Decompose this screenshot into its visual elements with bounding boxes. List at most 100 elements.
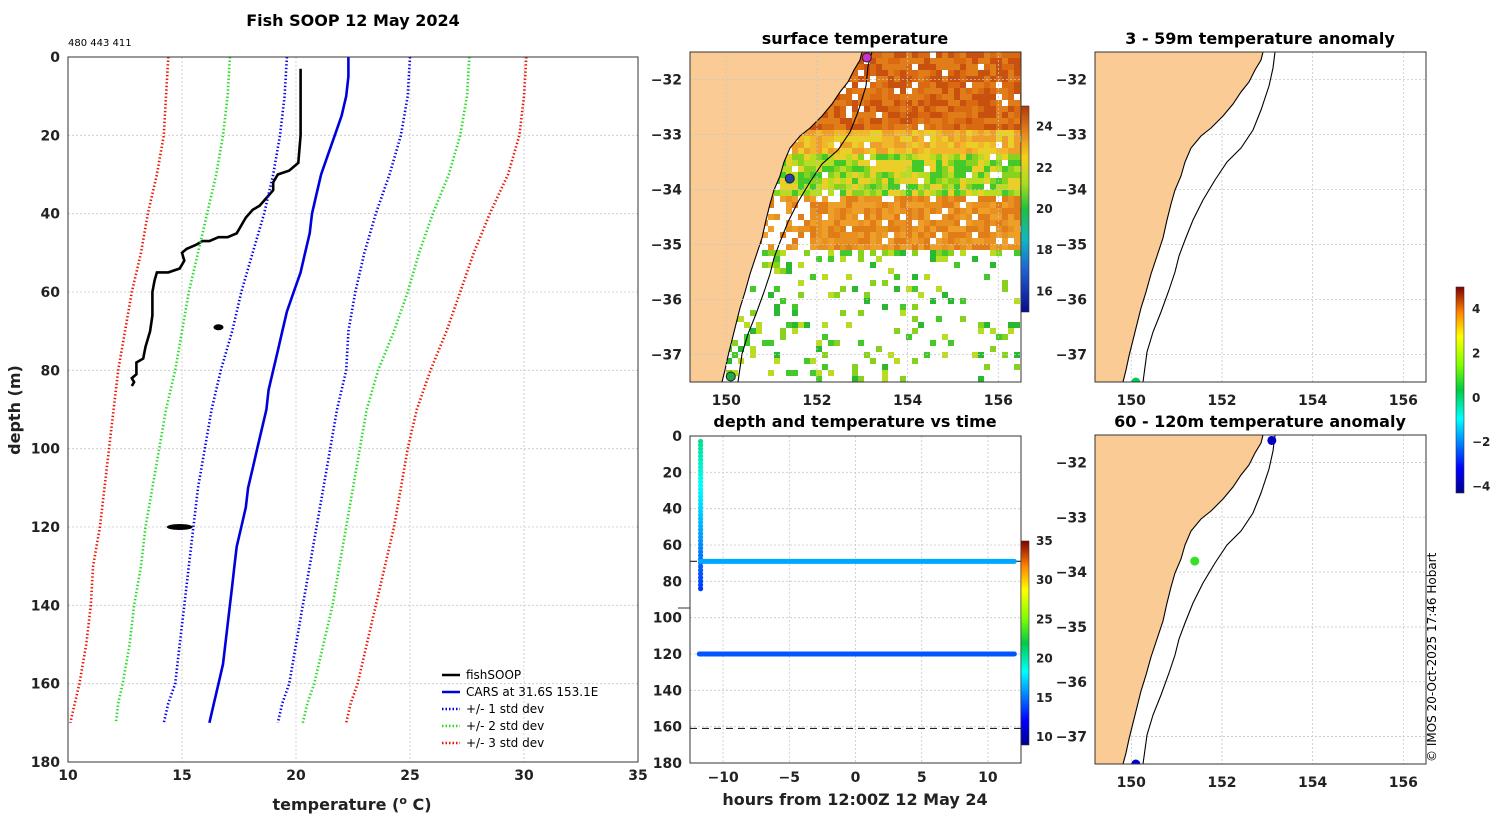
sst-cell <box>990 238 996 244</box>
sst-cell <box>828 148 834 154</box>
sst-cell <box>984 82 990 88</box>
sst-cell <box>906 76 912 82</box>
profile-y-ticks: 0 20 40 60 80 100 120 140 160 180 <box>31 50 60 771</box>
sst-cell <box>918 94 924 100</box>
sst-cell <box>948 70 954 76</box>
anomaly-upper-x-ticks: 150 152 154 156 <box>1117 393 1418 409</box>
sst-cell <box>960 52 966 58</box>
sst-cell <box>924 112 930 118</box>
sst-cell <box>990 142 996 148</box>
sst-cell <box>786 154 792 160</box>
sst-cell <box>984 160 990 166</box>
sst-cell <box>924 214 930 220</box>
sst-cell <box>1008 190 1014 196</box>
sst-cell <box>906 226 912 232</box>
sst-cell <box>840 166 846 172</box>
sst-cell <box>828 208 834 214</box>
sst-cell <box>828 190 834 196</box>
sst-cell <box>858 112 864 118</box>
sst-cell <box>942 190 948 196</box>
sst-cell <box>930 148 936 154</box>
legend-label-std1: +/- 1 std dev <box>466 702 544 716</box>
sst-colorbar-ticks: 16 18 20 22 24 <box>1036 120 1053 299</box>
sst-cell <box>936 136 942 142</box>
sst-cell <box>924 220 930 226</box>
sst-cell <box>960 232 966 238</box>
sst-cell <box>876 130 882 136</box>
sst-cell <box>858 208 864 214</box>
sst-x-tick-label: 156 <box>984 393 1013 409</box>
sst-cell <box>1008 52 1014 58</box>
sst-y-tick-label: −32 <box>651 73 682 89</box>
sst-cell <box>894 238 900 244</box>
sst-cell <box>990 346 996 352</box>
sst-cell <box>1014 364 1020 370</box>
sst-cell <box>810 142 816 148</box>
sst-cell <box>972 52 978 58</box>
sst-cell <box>954 178 960 184</box>
sst-cell <box>882 118 888 124</box>
sst-cell <box>888 124 894 130</box>
sst-cell <box>960 94 966 100</box>
sst-cell <box>1014 70 1020 76</box>
sst-cell <box>882 250 888 256</box>
sst-cell <box>966 52 972 58</box>
sst-cell <box>1002 94 1008 100</box>
sst-cell <box>918 214 924 220</box>
sst-cell <box>870 106 876 112</box>
sst-cell <box>936 112 942 118</box>
sst-cell <box>852 70 858 76</box>
sst-cell <box>918 292 924 298</box>
sst-cell <box>858 340 864 346</box>
sst-cell <box>954 154 960 160</box>
sst-cell <box>798 166 804 172</box>
sst-cell <box>1014 142 1020 148</box>
sst-cell <box>768 202 774 208</box>
sst-cell <box>954 226 960 232</box>
sst-cell <box>1002 166 1008 172</box>
sst-cell <box>870 208 876 214</box>
sst-cell <box>828 184 834 190</box>
sst-cell <box>852 130 858 136</box>
sst-coastline <box>721 52 863 382</box>
anomaly-lower-x-tick-label: 154 <box>1298 775 1327 791</box>
sst-cell <box>870 202 876 208</box>
sst-cell <box>954 190 960 196</box>
sst-cell <box>864 196 870 202</box>
sst-cell <box>876 256 882 262</box>
sst-cell <box>936 208 942 214</box>
sst-cell <box>972 208 978 214</box>
sst-cell <box>954 232 960 238</box>
sst-cell <box>756 328 762 334</box>
sst-cell <box>954 76 960 82</box>
sst-cell <box>978 184 984 190</box>
sst-cell <box>978 220 984 226</box>
sst-cell <box>894 106 900 112</box>
sst-cell <box>858 142 864 148</box>
sst-cell <box>972 184 978 190</box>
sst-cell <box>936 184 942 190</box>
sst-cell <box>978 160 984 166</box>
sst-cell <box>918 52 924 58</box>
sst-cell <box>804 172 810 178</box>
sst-cell <box>792 148 798 154</box>
depth-time-point <box>697 549 704 555</box>
sst-cell <box>966 184 972 190</box>
depth-time-point <box>697 482 704 489</box>
sst-cell <box>894 58 900 64</box>
sst-cell <box>894 70 900 76</box>
sst-cell <box>840 256 846 262</box>
sst-cell <box>858 94 864 100</box>
sst-cell <box>894 358 900 364</box>
sst-cell <box>948 226 954 232</box>
sst-cell <box>876 58 882 64</box>
sst-cell <box>888 268 894 274</box>
sst-cell <box>888 208 894 214</box>
sst-cell <box>900 106 906 112</box>
sst-cell <box>804 142 810 148</box>
sst-cell <box>996 76 1002 82</box>
sst-cell <box>906 124 912 130</box>
sst-shelf-contour <box>737 52 873 382</box>
sst-cell <box>882 82 888 88</box>
sst-cell <box>1014 220 1020 226</box>
